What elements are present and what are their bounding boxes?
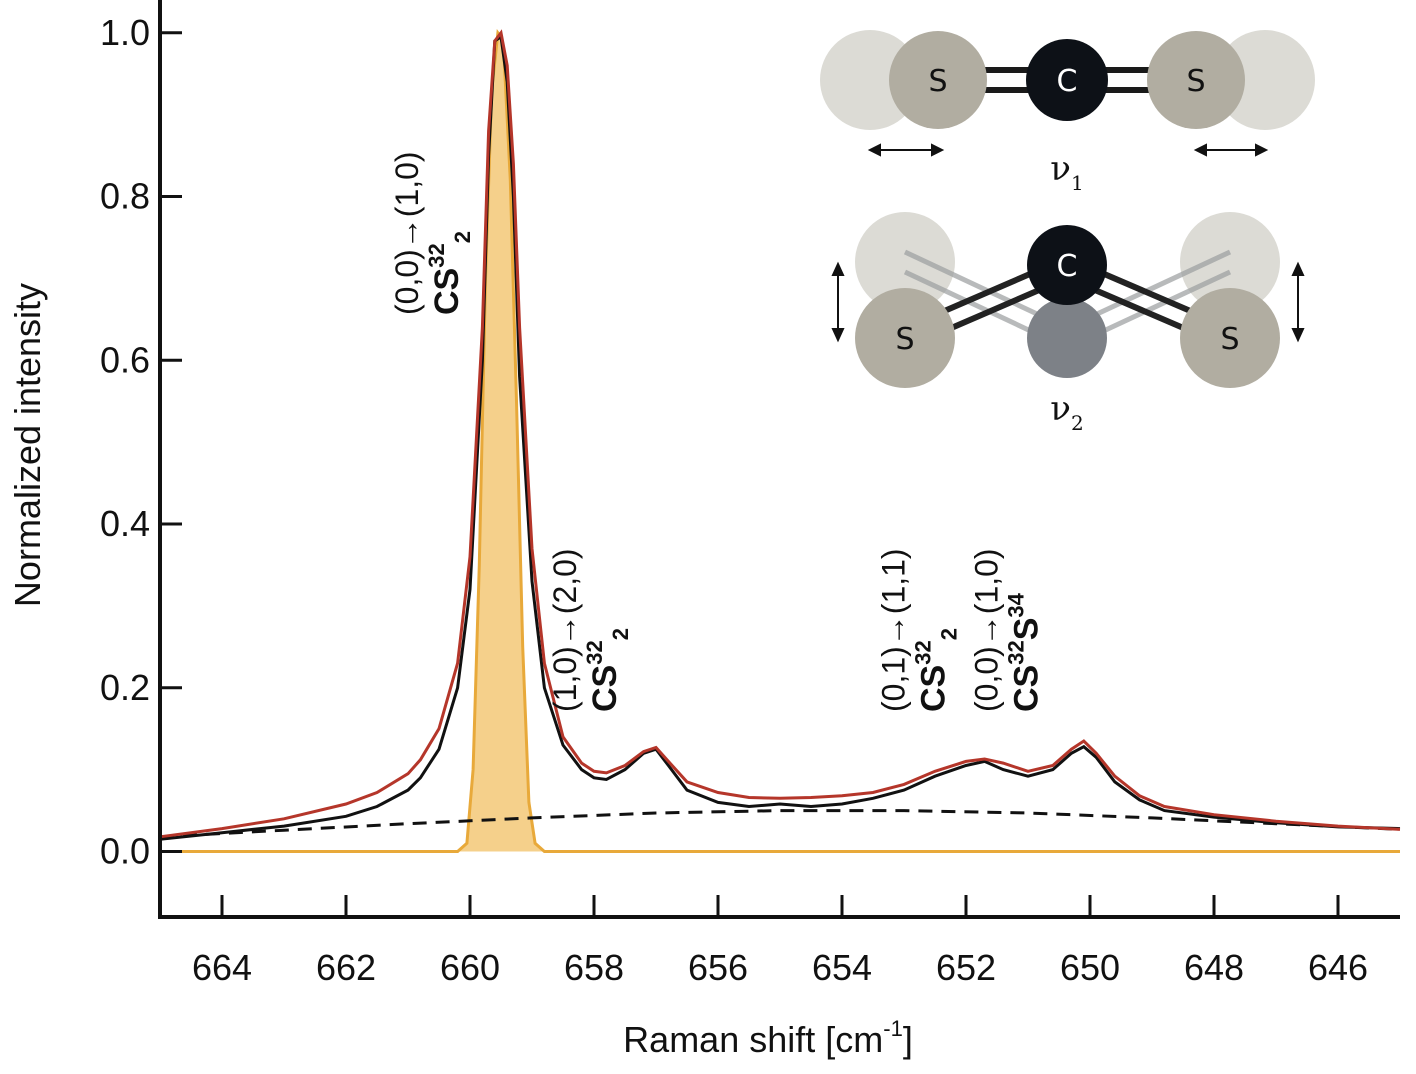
ghost-sulfur-right <box>1180 212 1280 312</box>
y-tick-label: 0.4 <box>100 503 150 544</box>
x-tick-label: 650 <box>1060 947 1120 988</box>
x-tick-label: 658 <box>564 947 624 988</box>
double-arrow-left <box>867 143 945 157</box>
peak-annotation: (1,0)→(2,0) CS322 <box>547 548 633 712</box>
y-tick-label: 0.8 <box>100 176 150 217</box>
peak-annotations: (0,0)→(1,0) CS322(1,0)→(2,0) CS322 (0,1)→(1… <box>389 151 1046 712</box>
ghost-sulfur-left <box>855 212 955 312</box>
transition-label: (0,1)→(1,1) <box>876 548 912 712</box>
molecule-label: CS32S34 <box>1004 592 1046 712</box>
isotope-superscript: 32 <box>911 640 936 664</box>
x-axis: 664 662 660 658 656 654 652 650 648 646 <box>192 895 1368 988</box>
y-tick-label: 1.0 <box>100 12 150 53</box>
sulfur-label: S <box>895 322 914 357</box>
vertical-double-arrow-right <box>1291 261 1305 343</box>
count-subscript: 2 <box>937 628 962 640</box>
count-subscript: 2 <box>450 231 475 243</box>
carbon-label: C <box>1057 249 1078 284</box>
x-axis-title-close: ] <box>903 1019 913 1060</box>
plot-area <box>159 28 1401 853</box>
series-orange-fill <box>160 32 1400 852</box>
molecule-symbol: CS <box>1008 665 1046 712</box>
peak-annotation: (0,0)→(1,0) CS32S34 <box>969 548 1046 712</box>
y-tick-label: 0.0 <box>100 831 150 872</box>
x-axis-title-main: Raman shift [cm <box>623 1019 883 1060</box>
molecule-symbol: S <box>1008 618 1046 641</box>
molecule-symbol: CS <box>428 268 466 315</box>
molecule-label: CS322 <box>911 628 962 712</box>
x-tick-label: 648 <box>1184 947 1244 988</box>
carbon-label: C <box>1057 64 1078 99</box>
y-axis-title: Normalized intensity <box>7 283 48 607</box>
peak-annotation: (0,1)→(1,1) CS322 <box>876 548 962 712</box>
ghost-sulfur-right <box>1215 30 1315 130</box>
molecule-symbol: CS <box>586 665 624 712</box>
mode-nu1-diagram: S S C ν1 <box>820 30 1315 195</box>
sulfur-label: S <box>1186 64 1205 99</box>
series-red-solid <box>159 29 1401 839</box>
nu-symbol: ν <box>1050 149 1071 189</box>
x-axis-title-unit-exponent: -1 <box>883 1016 903 1041</box>
transition-label: (0,0)→(1,0) <box>969 548 1005 712</box>
series-orange-line <box>160 28 1400 853</box>
vertical-double-arrow-left <box>831 261 845 343</box>
x-tick-label: 664 <box>192 947 252 988</box>
y-tick-label: 0.6 <box>100 339 150 380</box>
x-tick-label: 654 <box>812 947 872 988</box>
x-tick-label: 662 <box>316 947 376 988</box>
mode-nu2-label: ν2 <box>1050 389 1083 435</box>
carbon-atom <box>1027 225 1107 305</box>
sulfur-atom-left <box>889 31 987 129</box>
peak-annotation: (0,0)→(1,0) CS322 <box>389 151 475 315</box>
sulfur-label: S <box>1220 322 1239 357</box>
isotope-superscript: 34 <box>1004 592 1029 617</box>
transition-label: (1,0)→(2,0) <box>547 548 583 712</box>
isotope-superscript: 32 <box>424 243 449 267</box>
transition-label: (0,0)→(1,0) <box>389 151 425 315</box>
ghost-carbon-atom <box>1027 298 1107 378</box>
ghost-sulfur-left <box>820 30 920 130</box>
molecule-label: CS322 <box>582 628 633 712</box>
mode-nu1-label: ν1 <box>1050 149 1083 195</box>
vibration-modes-inset: S S C ν1 <box>820 30 1315 435</box>
x-tick-label: 646 <box>1308 947 1368 988</box>
double-arrow-right <box>1193 143 1269 157</box>
mode-subscript: 1 <box>1071 171 1084 195</box>
molecule-label: CS322 <box>424 231 475 315</box>
isotope-superscript: 32 <box>1004 640 1029 664</box>
sulfur-atom-left <box>855 288 955 388</box>
carbon-atom <box>1026 39 1108 121</box>
mode-subscript: 2 <box>1071 411 1084 435</box>
series-black-solid <box>159 34 1401 841</box>
count-subscript: 2 <box>608 628 633 640</box>
x-tick-label: 660 <box>440 947 500 988</box>
molecule-symbol: CS <box>915 665 953 712</box>
x-tick-label: 652 <box>936 947 996 988</box>
isotope-superscript: 32 <box>582 640 607 664</box>
sulfur-atom-right <box>1180 288 1280 388</box>
sulfur-label: S <box>928 64 947 99</box>
nu-symbol: ν <box>1050 389 1071 429</box>
x-axis-title: Raman shift [cm-1] <box>623 1016 913 1060</box>
x-tick-label: 656 <box>688 947 748 988</box>
y-axis: 0.0 0.2 0.4 0.6 0.8 1.0 <box>100 12 182 872</box>
mode-nu2-diagram: S S C ν2 <box>831 212 1305 435</box>
sulfur-atom-right <box>1147 31 1245 129</box>
y-tick-label: 0.2 <box>100 667 150 708</box>
